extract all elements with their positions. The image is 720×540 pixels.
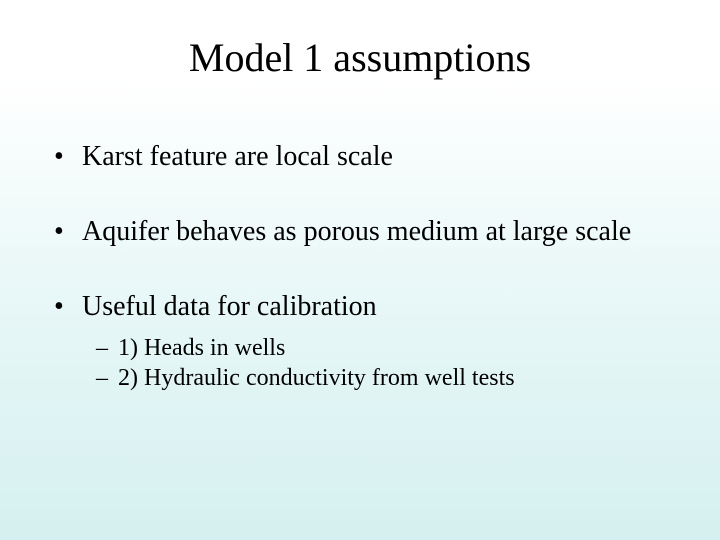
sub-bullet-item: – 1) Heads in wells: [96, 333, 674, 363]
sub-bullet-item: – 2) Hydraulic conductivity from well te…: [96, 363, 674, 393]
bullet-marker: –: [96, 333, 118, 363]
bullet-marker: •: [54, 290, 82, 323]
bullet-text: Aquifer behaves as porous medium at larg…: [82, 215, 674, 248]
slide: Model 1 assumptions • Karst feature are …: [0, 0, 720, 540]
bullet-item: • Useful data for calibration: [54, 290, 674, 323]
bullet-text: 2) Hydraulic conductivity from well test…: [118, 363, 515, 393]
bullet-item: • Aquifer behaves as porous medium at la…: [54, 215, 674, 248]
bullet-text: Karst feature are local scale: [82, 140, 674, 173]
slide-body: • Karst feature are local scale • Aquife…: [54, 140, 674, 393]
sub-bullet-group: – 1) Heads in wells – 2) Hydraulic condu…: [54, 333, 674, 393]
bullet-text: 1) Heads in wells: [118, 333, 285, 363]
bullet-marker: –: [96, 363, 118, 393]
bullet-marker: •: [54, 215, 82, 248]
bullet-text: Useful data for calibration: [82, 290, 674, 323]
bullet-item: • Karst feature are local scale: [54, 140, 674, 173]
bullet-marker: •: [54, 140, 82, 173]
slide-title: Model 1 assumptions: [0, 34, 720, 81]
